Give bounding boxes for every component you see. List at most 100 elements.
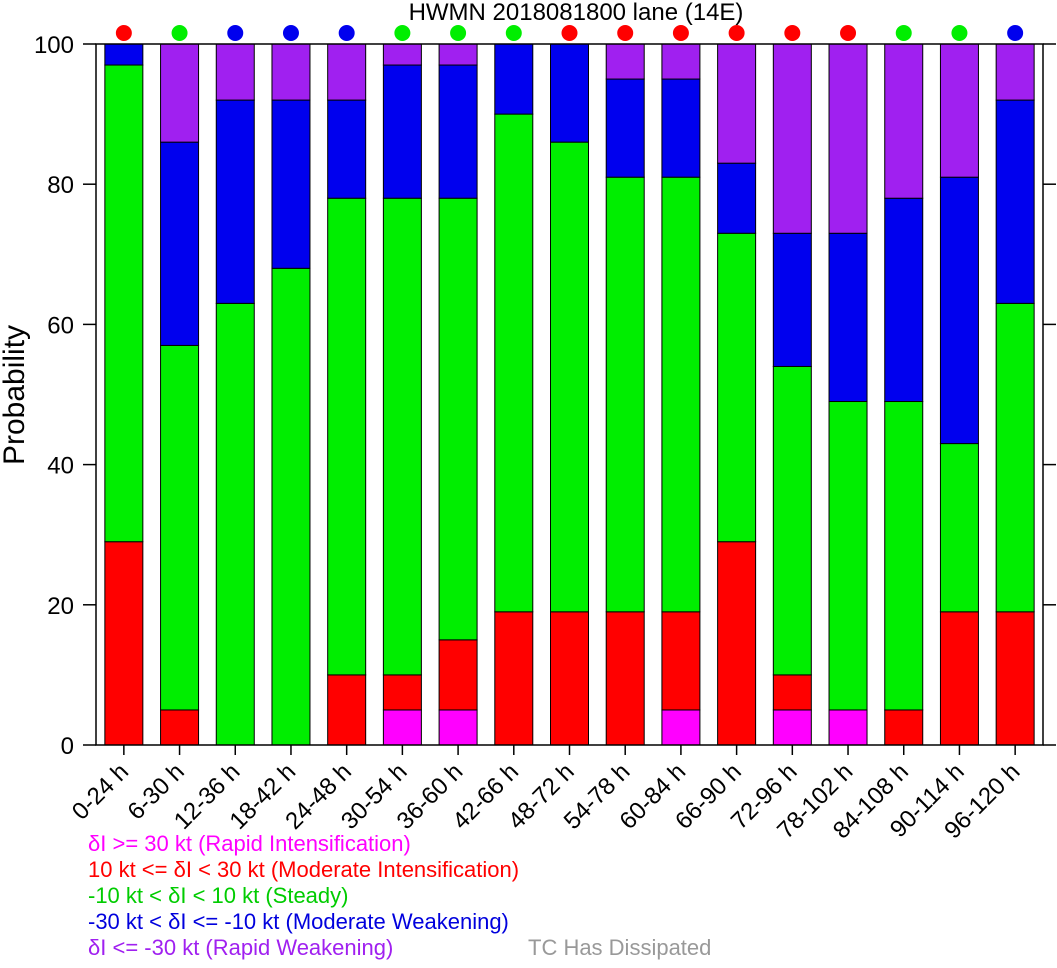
bar-segment-15-series-4 (939, 43, 979, 178)
bar-segment-13-series-4 (828, 43, 868, 234)
bar-segment-11-series-1 (717, 541, 757, 746)
bar-segment-10-series-2 (661, 176, 701, 613)
bar-segment-6-series-2 (438, 197, 478, 641)
top-marker-8 (561, 25, 578, 41)
top-marker-2 (227, 25, 244, 41)
bar-segment-2-series-3 (215, 99, 255, 304)
bar-segment-11-series-2 (717, 232, 757, 543)
bar-segment-9-series-3 (605, 78, 645, 178)
bar-segment-12-series-0 (772, 709, 812, 746)
y-tick-label-0: 0 (61, 733, 74, 760)
bar-segment-6-series-1 (438, 639, 478, 711)
chart-title: HWMN 2018081800 lane (14E) (409, 0, 744, 26)
top-marker-4 (338, 25, 355, 41)
bar-segment-8-series-2 (550, 141, 589, 613)
top-marker-1 (171, 25, 188, 41)
bar-segment-8-series-1 (550, 611, 589, 746)
x-tick-label-0: 0-24 h (67, 758, 134, 825)
bar-segment-14-series-2 (884, 401, 924, 711)
bar-segment-5-series-2 (382, 197, 422, 676)
bar-segment-14-series-3 (884, 197, 924, 403)
bar-segment-10-series-1 (661, 611, 701, 711)
bar-segment-7-series-2 (494, 113, 534, 613)
top-marker-15 (951, 25, 968, 41)
bar-segment-11-series-3 (717, 162, 757, 234)
bar-segment-15-series-2 (939, 443, 979, 613)
bar-segment-13-series-2 (828, 401, 868, 711)
bar-segment-4-series-4 (327, 43, 367, 101)
top-marker-10 (672, 25, 689, 41)
bar-segment-13-series-0 (828, 709, 868, 746)
bar-segment-10-series-3 (661, 78, 701, 178)
x-axis: 0-24 h6-30 h12-36 h18-42 h24-48 h30-54 h… (67, 745, 1025, 844)
bar-segment-10-series-0 (661, 709, 701, 746)
bar-segment-1-series-2 (160, 344, 200, 711)
bar-segment-4-series-2 (327, 197, 367, 676)
bar-segment-11-series-4 (717, 43, 757, 164)
bar-segment-10-series-4 (661, 43, 701, 80)
bar-segment-7-series-3 (494, 43, 534, 115)
bar-segment-9-series-4 (605, 43, 645, 80)
legend-entry-0: δI >= 30 kt (Rapid Intensification) (88, 831, 411, 856)
bar-segment-6-series-3 (438, 64, 478, 199)
y-tick-label-3: 60 (47, 312, 74, 339)
bar-segment-15-series-3 (939, 176, 979, 445)
bar-segment-3-series-2 (271, 267, 311, 746)
bar-segment-12-series-4 (772, 43, 812, 234)
bar-segment-0-series-1 (104, 541, 144, 746)
top-marker-14 (895, 25, 912, 41)
legend: δI >= 30 kt (Rapid Intensification)10 kt… (88, 831, 711, 960)
bar-segment-7-series-1 (494, 611, 534, 746)
bar-segment-0-series-2 (104, 64, 144, 543)
bar-segment-16-series-4 (995, 43, 1035, 101)
top-marker-7 (505, 25, 522, 41)
bar-segment-5-series-4 (382, 43, 422, 66)
bars-group (104, 43, 1035, 746)
top-marker-0 (115, 25, 132, 41)
bar-segment-16-series-3 (995, 99, 1035, 304)
legend-entry-1: 10 kt <= δI < 30 kt (Moderate Intensific… (88, 857, 519, 882)
top-marker-5 (394, 25, 411, 41)
bar-segment-14-series-1 (884, 709, 924, 746)
legend-entry-2: -10 kt < δI < 10 kt (Steady) (88, 883, 348, 908)
top-markers-group (115, 25, 1024, 41)
top-marker-3 (282, 25, 299, 41)
y-axis: 0 20 40 60 80 100 (34, 32, 1056, 760)
bar-segment-12-series-2 (772, 365, 812, 676)
bar-segment-2-series-2 (215, 302, 255, 746)
bar-segment-2-series-4 (215, 43, 255, 101)
bar-segment-6-series-4 (438, 43, 478, 66)
bar-segment-8-series-3 (550, 43, 589, 143)
bar-segment-9-series-2 (605, 176, 645, 613)
top-marker-9 (617, 25, 634, 41)
y-tick-label-1: 20 (47, 593, 74, 620)
bar-segment-5-series-1 (382, 674, 422, 711)
bar-segment-9-series-1 (605, 611, 645, 746)
bar-segment-6-series-0 (438, 709, 478, 746)
bar-segment-3-series-3 (271, 99, 311, 269)
bar-segment-15-series-1 (939, 611, 979, 746)
top-marker-16 (1007, 25, 1024, 41)
bar-segment-4-series-1 (327, 674, 367, 746)
bar-segment-12-series-3 (772, 232, 812, 367)
y-axis-label: Probability (0, 325, 31, 465)
y-tick-label-4: 80 (47, 172, 74, 199)
bar-segment-14-series-4 (884, 43, 924, 199)
bar-segment-1-series-1 (160, 709, 200, 746)
legend-entry-3: -30 kt < δI <= -10 kt (Moderate Weakenin… (88, 909, 509, 934)
bar-segment-12-series-1 (772, 674, 812, 711)
top-marker-6 (450, 25, 467, 41)
bar-segment-0-series-3 (104, 43, 144, 66)
bar-segment-13-series-3 (828, 232, 868, 403)
bar-segment-4-series-3 (327, 99, 367, 199)
bar-segment-5-series-3 (382, 64, 422, 199)
legend-entry-dissipated: TC Has Dissipated (528, 935, 711, 960)
top-marker-13 (840, 25, 857, 41)
bar-segment-16-series-2 (995, 302, 1035, 613)
bar-segment-1-series-3 (160, 141, 200, 346)
legend-entry-4: δI <= -30 kt (Rapid Weakening) (88, 935, 393, 960)
bar-segment-1-series-4 (160, 43, 200, 143)
bar-segment-5-series-0 (382, 709, 422, 746)
y-tick-label-2: 40 (47, 453, 74, 480)
top-marker-12 (784, 25, 801, 41)
